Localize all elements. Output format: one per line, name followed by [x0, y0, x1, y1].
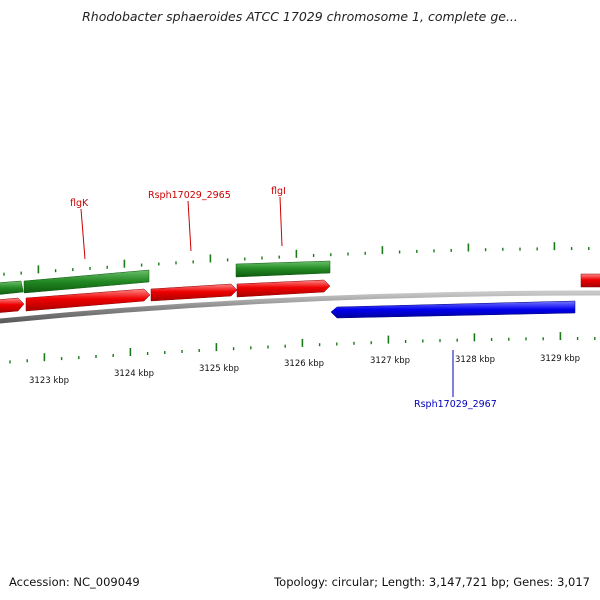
gene-label-rsph17029-2965[interactable]: Rsph17029_2965 [148, 190, 231, 201]
reverse-cds-feature[interactable] [330, 300, 576, 319]
scale-tick-label: 3128 kbp [455, 355, 495, 365]
chromosome-backbone [0, 290, 600, 324]
forward-cds-feature[interactable] [25, 288, 151, 312]
forward-gene-feature[interactable] [23, 269, 150, 294]
label-leader-line [187, 200, 192, 252]
label-leader-line [80, 208, 86, 260]
forward-cds-feature[interactable] [236, 279, 331, 298]
map-title: Rhodobacter sphaeroides ATCC 17029 chrom… [82, 9, 518, 24]
gene-label-rsph17029-2967[interactable]: Rsph17029_2967 [414, 399, 497, 410]
accession-label: Accession: NC_009049 [9, 575, 140, 589]
label-leader-line [279, 196, 283, 247]
scale-tick-label: 3124 kbp [114, 369, 154, 379]
genome-summary-label: Topology: circular; Length: 3,147,721 bp… [274, 575, 590, 589]
forward-gene-feature[interactable] [235, 260, 331, 278]
scale-tick-label: 3123 kbp [29, 376, 69, 386]
scale-tick-label: 3125 kbp [199, 364, 239, 374]
forward-cds-feature[interactable] [0, 297, 25, 313]
forward-cds-feature[interactable] [580, 273, 600, 288]
scale-tick-label: 3127 kbp [370, 356, 410, 366]
gene-label-flgk[interactable]: flgK [70, 198, 89, 209]
scale-tick-label: 3129 kbp [540, 354, 580, 364]
forward-cds-feature[interactable] [150, 283, 238, 302]
forward-gene-feature[interactable] [0, 280, 24, 295]
gene-label-flgi[interactable]: flgI [271, 186, 286, 197]
scale-tick-label: 3126 kbp [284, 359, 324, 369]
gc-content-ticks-lower [9, 332, 596, 364]
gc-content-ticks-upper [3, 242, 590, 276]
